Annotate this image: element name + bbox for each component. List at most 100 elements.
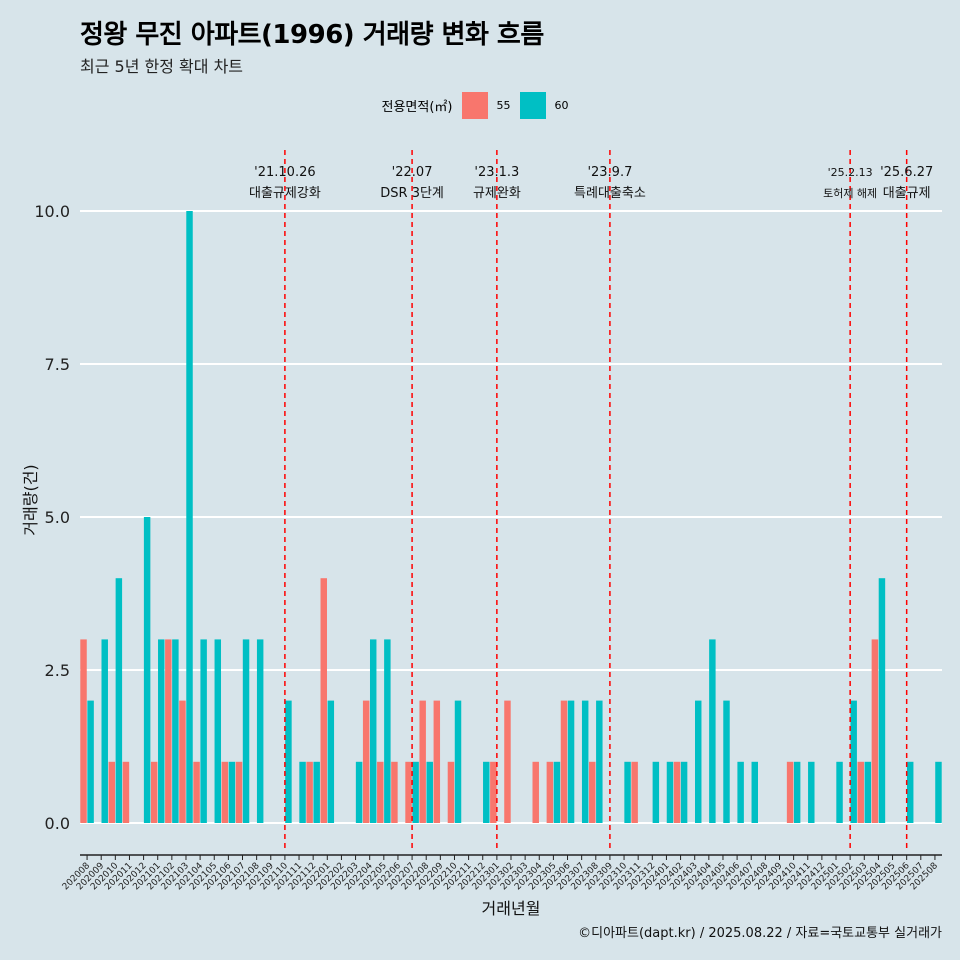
- bar-60-202105: [214, 639, 222, 823]
- bar-55-202208: [419, 700, 426, 823]
- y-tick-label: 5.0: [45, 508, 70, 527]
- bar-55-202209: [433, 700, 441, 823]
- bar-55-202107: [235, 761, 243, 823]
- chart-subtitle: 최근 5년 한정 확대 차트: [80, 57, 244, 76]
- bar-60-202204: [369, 639, 377, 823]
- bar-55-202304: [532, 761, 539, 823]
- bar-60-202111: [299, 761, 306, 823]
- bar-60-202307: [581, 700, 589, 823]
- bar-55-202207: [405, 761, 412, 823]
- y-tick-label: 10.0: [34, 202, 70, 221]
- bar-60-202404: [709, 639, 716, 823]
- event-label-4: 토허제 해제: [823, 186, 877, 200]
- bar-60-202402: [680, 761, 688, 823]
- event-date-5: '25.6.27: [880, 165, 933, 180]
- bar-60-202503: [864, 761, 872, 823]
- bar-60-202502: [850, 700, 857, 823]
- bar-60-202310: [624, 761, 631, 823]
- y-tick-label: 2.5: [45, 661, 70, 680]
- legend-item-55: 55: [462, 92, 510, 119]
- bar-60-202208: [426, 761, 433, 823]
- bar-55-202103: [179, 700, 186, 823]
- bar-60-202401: [666, 761, 674, 823]
- legend-item-60: 60: [520, 92, 568, 119]
- event-label-5: 대출규제: [883, 186, 931, 201]
- bar-60-202308: [596, 700, 603, 823]
- event-label-1: DSR 3단계: [380, 186, 444, 201]
- bar-60-202306: [567, 700, 575, 823]
- bar-60-202103: [186, 211, 193, 823]
- bar-60-202406: [737, 761, 744, 823]
- event-label-0: 대출규제강화: [249, 186, 321, 201]
- bar-55-202402: [673, 761, 681, 823]
- bar-60-202101: [158, 639, 165, 823]
- bar-55-202206: [391, 761, 398, 823]
- bar-55-202101: [150, 761, 158, 823]
- event-label-2: 규제완화: [473, 186, 521, 201]
- bar-60-202207: [412, 761, 419, 823]
- bar-55-202306: [560, 700, 568, 823]
- bar-60-202411: [808, 761, 815, 823]
- y-tick-label: 0.0: [45, 814, 70, 833]
- bar-60-202102: [172, 639, 179, 823]
- bar-60-202501: [836, 761, 843, 823]
- legend-title: 전용면적(㎡): [381, 100, 453, 115]
- bar-55-202210: [447, 761, 455, 823]
- bar-60-202504: [878, 578, 886, 823]
- bar-55-202410: [786, 761, 794, 823]
- legend-label-55: 55: [496, 99, 511, 112]
- bar-60-202305: [553, 761, 561, 823]
- bar-55-202106: [221, 761, 229, 823]
- bar-55-202503: [857, 761, 864, 823]
- bar-60-202205: [384, 639, 391, 823]
- bar-55-202205: [377, 761, 384, 823]
- event-label-3: 특례대출축소: [574, 186, 646, 201]
- y-tick-label: 7.5: [45, 355, 70, 374]
- bar-55-202010: [108, 761, 116, 823]
- bar-55-202305: [546, 761, 554, 823]
- chart-title: 정왕 무진 아파트(1996) 거래량 변화 흐름: [80, 20, 544, 50]
- event-date-2: '23.1.3: [474, 165, 519, 180]
- bar-60-202010: [115, 578, 123, 823]
- bar-55-202011: [122, 761, 130, 823]
- legend-label-60: 60: [554, 99, 569, 112]
- bar-60-202312: [652, 761, 660, 823]
- bar-55-202112: [306, 761, 313, 823]
- bar-60-202107: [242, 639, 250, 823]
- bar-60-202106: [228, 761, 236, 823]
- bar-55-202308: [589, 761, 596, 823]
- source-caption: ©디아파트(dapt.kr) / 2025.08.22 / 자료=국토교통부 실…: [578, 926, 942, 941]
- bar-60-202506: [906, 761, 914, 823]
- bar-60-202112: [313, 761, 320, 823]
- event-date-3: '23.9.7: [587, 165, 632, 180]
- bar-55-202301: [490, 761, 497, 823]
- bar-60-202110: [285, 700, 292, 823]
- bar-55-202504: [871, 639, 879, 823]
- bar-55-202102: [165, 639, 172, 823]
- legend-swatch-60: [520, 92, 547, 119]
- bar-55-202204: [362, 700, 370, 823]
- y-axis-title: 거래량(건): [21, 464, 40, 535]
- bar-60-202210: [454, 700, 462, 823]
- bar-55-202201: [320, 578, 327, 823]
- bar-60-202403: [695, 700, 702, 823]
- bar-55-202311: [631, 761, 638, 823]
- bar-60-202012: [143, 517, 151, 823]
- bar-60-202104: [200, 639, 207, 823]
- bar-60-202410: [793, 761, 801, 823]
- bar-60-202508: [935, 761, 942, 823]
- bar-60-202212: [483, 761, 490, 823]
- bar-60-202203: [355, 761, 363, 823]
- legend: 전용면적(㎡) 55 60: [0, 92, 960, 119]
- event-date-1: '22.07: [392, 165, 433, 180]
- event-date-0: '21.10.26: [254, 165, 315, 180]
- bar-55-202104: [193, 761, 200, 823]
- event-date-4: '25.2.13: [828, 166, 873, 179]
- bar-60-202407: [751, 761, 758, 823]
- legend-swatch-55: [462, 92, 489, 119]
- bar-60-202108: [256, 639, 264, 823]
- bar-55-202302: [504, 700, 511, 823]
- bar-60-202009: [101, 639, 108, 823]
- x-axis-title: 거래년월: [482, 899, 541, 918]
- bar-55-202008: [80, 639, 87, 823]
